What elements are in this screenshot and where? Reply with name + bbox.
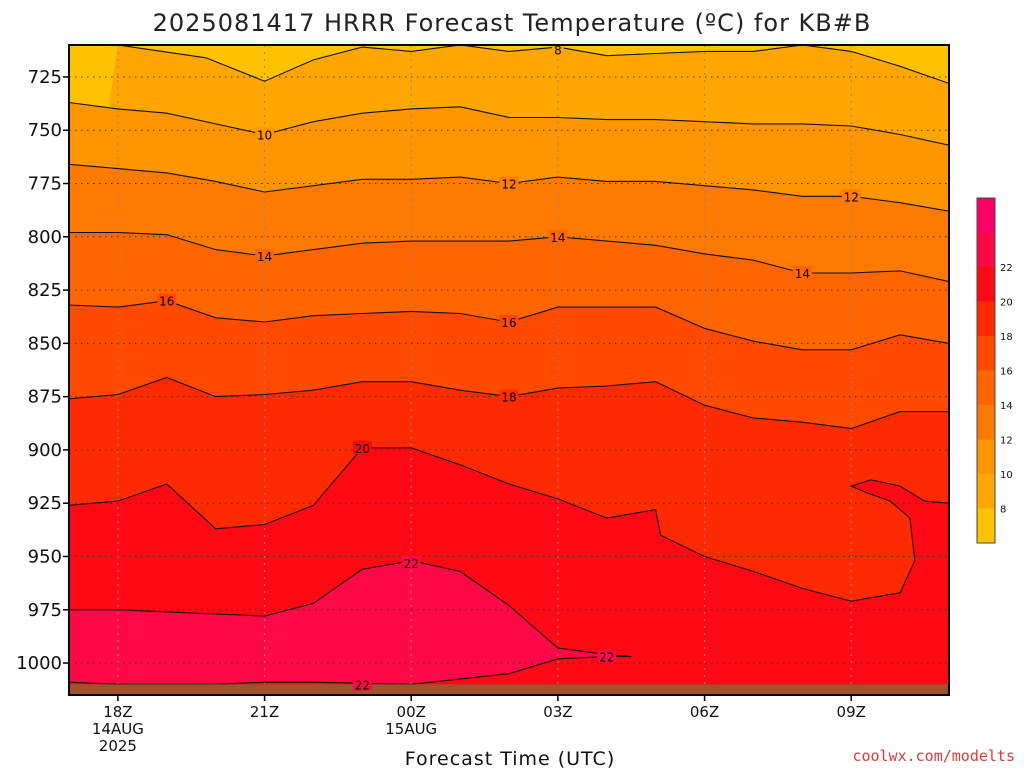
contour-label-22: 22 [355,678,370,692]
contour-label-16: 16 [159,295,174,309]
colorbar-swatch-8 [977,474,995,509]
contour-line-10 [69,101,949,146]
y-tick-label: 925 [28,493,62,514]
colorbar-swatch-12 [977,405,995,440]
contour-line-20 [69,447,949,602]
colorbar-swatch-10 [977,439,995,474]
contour-label-bg [597,649,617,663]
y-tick-label: 875 [28,387,62,408]
contour-label-bg [352,677,372,691]
x-axis-label: Forecast Time (UTC) [405,748,615,768]
contour-label-18: 18 [501,391,516,405]
x-tick-label: 21Z [250,703,279,721]
contour-label-8: 8 [554,43,562,57]
colorbar-tick-label: 20 [1000,298,1013,309]
y-tick-label: 850 [28,333,62,354]
colorbar-tick-label: 12 [1000,436,1013,447]
colorbar-tick-label: 8 [1000,505,1006,516]
colorbar-swatch-16 [977,336,995,371]
x-tick-label: 00Z [397,703,426,721]
credit-link[interactable]: coolwx.com/modelts [852,747,1015,765]
chart-title: 2025081417 HRRR Forecast Temperature (ºC… [153,9,872,37]
colorbar-tick-label: 14 [1000,401,1013,412]
colorbar-swatch-18 [977,301,995,336]
contour-label-12: 12 [501,178,516,192]
contour-line-22 [69,560,632,685]
contour-label-10: 10 [257,129,272,143]
y-tick-label: 775 [28,174,62,195]
colorbar-legend: 8 10 12 14 16 18 20 22 [976,197,1013,544]
contour-label-22: 22 [404,557,419,571]
plot-frame [68,44,950,696]
contour-label-bg [255,248,275,262]
x-tick-label: 18Z [103,703,132,721]
y-tick-label: 1000 [16,653,62,674]
y-tick-label: 800 [28,227,62,248]
contour-label-14: 14 [257,250,272,264]
x-tick-label: 09Z [837,703,866,721]
contour-label-bg [499,176,519,190]
x-tick-label: 06Z [690,703,719,721]
x-tick-label: 14AUG [92,720,144,738]
colorbar-swatch-24 [977,198,995,233]
y-tick-label: 825 [28,280,62,301]
y-tick-label: 900 [28,440,62,461]
contour-label-14: 14 [795,267,810,281]
ground-below-surface [69,684,949,695]
contour-label-14: 14 [550,231,565,245]
contour-label-12: 12 [844,190,859,204]
y-tick-label: 750 [28,120,62,141]
x-tick-label: 2025 [99,737,137,755]
contour-label-bg [401,555,421,569]
colorbar-tick-label: 10 [1000,470,1013,481]
colorbar-swatch-6 [977,508,995,543]
contour-label-bg [548,229,568,243]
colorbar-tick-label: 16 [1000,367,1013,378]
contour-label-bg [792,266,812,280]
contour-label-22: 22 [599,651,614,665]
colorbar-tick-label: 18 [1000,332,1013,343]
y-tick-label: 725 [28,67,62,88]
colorbar-swatch-20 [977,267,995,302]
y-axis: 725 750 775 800 825 850 875 900 925 950 975 1000 [16,67,69,674]
contour-label-20: 20 [355,442,370,456]
contour-label-bg [255,127,275,141]
contour-label-bg [841,189,861,203]
y-tick-label: 950 [28,546,62,567]
contour-label-bg [499,315,519,329]
colorbar-tick-label: 22 [1000,263,1013,274]
x-tick-label: 03Z [543,703,572,721]
contour-label-bg [499,389,519,403]
colorbar-frame [976,197,996,544]
colorbar-swatch-22 [977,232,995,267]
x-tick-label: 15AUG [385,720,437,738]
contour-label-bg [157,293,177,307]
y-tick-label: 975 [28,600,62,621]
contour-band-22 [69,560,632,685]
contour-label-bg [552,45,564,56]
contour-label-bg [352,440,372,454]
colorbar-swatch-14 [977,370,995,405]
contour-label-16: 16 [501,316,516,330]
